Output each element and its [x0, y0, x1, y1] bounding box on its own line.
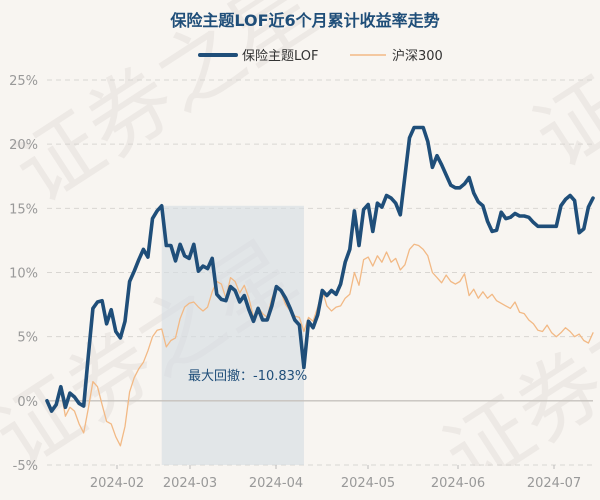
y-tick-label: 5% [17, 331, 38, 346]
x-tick-label: 2024-02 [90, 476, 144, 491]
chart-container: 证券之星 证券之星 证券之星 证券之星 保险主题LOF近6个月累计收益率走势 保… [0, 0, 600, 500]
x-tick-label: 2024-04 [249, 476, 303, 491]
max-drawdown-region [162, 206, 304, 465]
watermark-text: 证券之星 [0, 0, 333, 222]
watermark-text: 证券之星 [518, 0, 600, 187]
x-tick-label: 2024-07 [527, 476, 581, 491]
y-tick-label: 15% [9, 202, 38, 217]
y-tick-label: 25% [9, 74, 38, 89]
x-tick-label: 2024-03 [163, 476, 217, 491]
watermark-text: 证券之星 [428, 242, 600, 500]
chart-title: 保险主题LOF近6个月累计收益率走势 [169, 11, 439, 30]
y-tick-label: 20% [9, 138, 38, 153]
line-chart: 证券之星 证券之星 证券之星 证券之星 保险主题LOF近6个月累计收益率走势 保… [0, 0, 600, 500]
x-tick-label: 2024-05 [341, 476, 395, 491]
y-tick-label: 10% [9, 267, 38, 282]
y-tick-label: 0% [17, 395, 38, 410]
legend-label-fund: 保险主题LOF [242, 49, 319, 64]
y-tick-label: -5% [13, 459, 38, 474]
x-tick-label: 2024-06 [431, 476, 485, 491]
max-drawdown-label: 最大回撤：-10.83% [188, 368, 307, 384]
legend-label-index: 沪深300 [392, 48, 443, 64]
